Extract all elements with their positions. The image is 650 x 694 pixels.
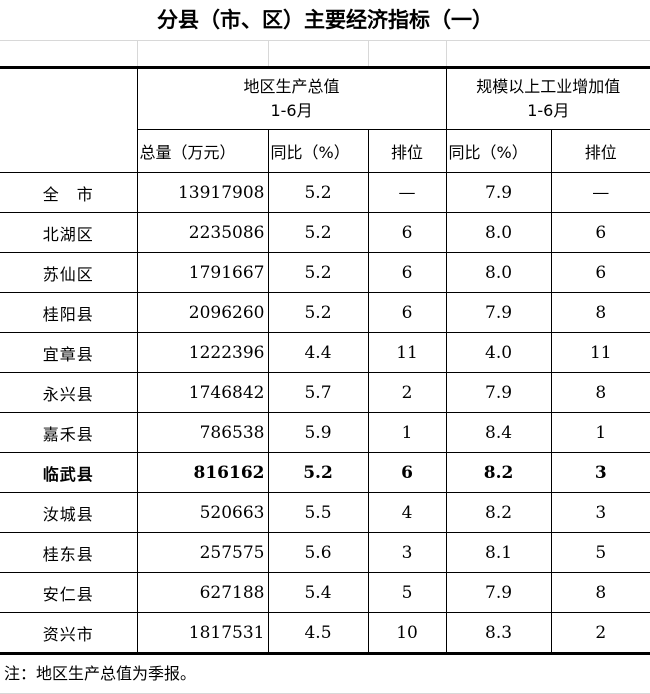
industry-rank-cell: — (550, 172, 650, 213)
gdp-total-cell: 2096260 (136, 292, 269, 333)
region-name-cell: 宜章县 (0, 332, 138, 373)
gdp-rank-cell: 6 (367, 452, 447, 493)
industry-rank-cell: 6 (550, 252, 650, 293)
gdp-rank-cell: 3 (367, 532, 447, 573)
gdp-total-cell: 257575 (136, 532, 269, 573)
region-name-cell: 桂阳县 (0, 292, 138, 333)
table-row: 宜章县 1222396 4.4 11 4.0 11 (0, 332, 650, 373)
gdp-yoy-cell: 5.2 (267, 292, 369, 333)
industry-header: 规模以上工业增加值 1-6月 (445, 68, 650, 130)
gdp-total-cell: 1791667 (136, 252, 269, 293)
industry-rank-cell: 1 (550, 412, 650, 453)
gdp-total-cell: 1746842 (136, 372, 269, 413)
region-name-cell: 临武县 (0, 452, 138, 493)
industry-rank-header: 排位 (550, 129, 650, 173)
table-row: 苏仙区 1791667 5.2 6 8.0 6 (0, 252, 650, 293)
region-name-cell: 全 市 (0, 172, 138, 213)
gdp-yoy-cell: 4.5 (267, 612, 369, 655)
gdp-yoy-cell: 4.4 (267, 332, 369, 373)
gdp-yoy-cell: 5.4 (267, 572, 369, 613)
gdp-total-cell: 520663 (136, 492, 269, 533)
industry-yoy-cell: 8.0 (445, 212, 552, 253)
industry-yoy-cell: 7.9 (445, 292, 552, 333)
industry-yoy-cell: 8.3 (445, 612, 552, 655)
gdp-yoy-header: 同比（%） (267, 129, 369, 173)
industry-rank-cell: 6 (550, 212, 650, 253)
region-name-cell: 永兴县 (0, 372, 138, 413)
industry-rank-cell: 11 (550, 332, 650, 373)
gdp-rank-cell: 4 (367, 492, 447, 533)
industry-yoy-cell: 4.0 (445, 332, 552, 373)
industry-rank-cell: 8 (550, 372, 650, 413)
blank-row (0, 41, 650, 68)
gdp-yoy-cell: 5.2 (267, 252, 369, 293)
table-row: 安仁县 627188 5.4 5 7.9 8 (0, 572, 650, 613)
industry-yoy-cell: 7.9 (445, 172, 552, 213)
table-row: 北湖区 2235086 5.2 6 8.0 6 (0, 212, 650, 253)
table-row: 嘉禾县 786538 5.9 1 8.4 1 (0, 412, 650, 453)
table-row: 永兴县 1746842 5.7 2 7.9 8 (0, 372, 650, 413)
region-header (0, 68, 138, 173)
gdp-rank-header: 排位 (367, 129, 447, 173)
industry-yoy-header: 同比（%） (445, 129, 552, 173)
region-name-cell: 桂东县 (0, 532, 138, 573)
region-name-cell: 安仁县 (0, 572, 138, 613)
total-header: 总量（万元） (136, 129, 269, 173)
gdp-total-cell: 13917908 (136, 172, 269, 213)
region-name-cell: 汝城县 (0, 492, 138, 533)
gdp-rank-cell: 6 (367, 252, 447, 293)
gdp-total-cell: 1817531 (136, 612, 269, 655)
gdp-yoy-cell: 5.7 (267, 372, 369, 413)
gdp-yoy-cell: 5.5 (267, 492, 369, 533)
region-name-cell: 苏仙区 (0, 252, 138, 293)
footnote: 注：地区生产总值为季报。 (0, 655, 650, 694)
industry-rank-cell: 5 (550, 532, 650, 573)
gdp-total-cell: 1222396 (136, 332, 269, 373)
industry-rank-cell: 8 (550, 292, 650, 333)
industry-yoy-cell: 8.4 (445, 412, 552, 453)
gdp-header: 地区生产总值 1-6月 (136, 68, 447, 130)
gdp-rank-cell: — (367, 172, 447, 213)
table-row: 桂阳县 2096260 5.2 6 7.9 8 (0, 292, 650, 333)
table-row: 资兴市 1817531 4.5 10 8.3 2 (0, 612, 650, 655)
table-row: 桂东县 257575 5.6 3 8.1 5 (0, 532, 650, 573)
gdp-rank-cell: 6 (367, 212, 447, 253)
industry-rank-cell: 3 (550, 452, 650, 493)
gdp-rank-cell: 11 (367, 332, 447, 373)
gdp-total-cell: 627188 (136, 572, 269, 613)
industry-yoy-cell: 8.0 (445, 252, 552, 293)
gdp-rank-cell: 6 (367, 292, 447, 333)
gdp-yoy-cell: 5.9 (267, 412, 369, 453)
region-name-cell: 北湖区 (0, 212, 138, 253)
industry-yoy-cell: 7.9 (445, 572, 552, 613)
table-row: 全 市 13917908 5.2—7.9— (0, 172, 650, 213)
gdp-yoy-cell: 5.6 (267, 532, 369, 573)
gdp-rank-cell: 10 (367, 612, 447, 655)
table-row: 临武县 816162 5.2 6 8.2 3 (0, 452, 650, 493)
indicators-table: 地区生产总值 1-6月 规模以上工业增加值 1-6月 总量（万元） 同比（%） 排位… (0, 68, 650, 655)
gdp-rank-cell: 5 (367, 572, 447, 613)
industry-yoy-cell: 8.2 (445, 452, 552, 493)
industry-rank-cell: 8 (550, 572, 650, 613)
gdp-yoy-cell: 5.2 (267, 172, 369, 213)
gdp-yoy-cell: 5.2 (267, 212, 369, 253)
industry-yoy-cell: 8.1 (445, 532, 552, 573)
page-title: 分县（市、区）主要经济指标（一） (0, 0, 650, 41)
industry-yoy-cell: 7.9 (445, 372, 552, 413)
gdp-total-cell: 786538 (136, 412, 269, 453)
gdp-total-cell: 2235086 (136, 212, 269, 253)
industry-yoy-cell: 8.2 (445, 492, 552, 533)
region-name-cell: 资兴市 (0, 612, 138, 655)
industry-rank-cell: 2 (550, 612, 650, 655)
table-row: 汝城县 520663 5.5 4 8.2 3 (0, 492, 650, 533)
gdp-total-cell: 816162 (136, 452, 269, 493)
gdp-rank-cell: 1 (367, 412, 447, 453)
region-name-cell: 嘉禾县 (0, 412, 138, 453)
gdp-rank-cell: 2 (367, 372, 447, 413)
industry-rank-cell: 3 (550, 492, 650, 533)
gdp-yoy-cell: 5.2 (267, 452, 369, 493)
